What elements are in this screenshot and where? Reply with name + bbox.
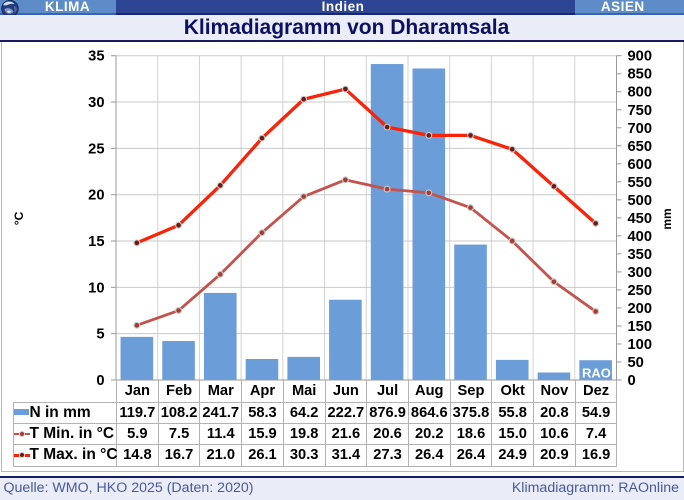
svg-text:300: 300 [628, 265, 653, 281]
svg-text:150: 150 [628, 319, 653, 335]
svg-text:200: 200 [628, 301, 653, 317]
svg-text:30: 30 [88, 95, 104, 111]
svg-text:600: 600 [628, 157, 653, 173]
svg-text:700: 700 [628, 121, 653, 137]
svg-text:100: 100 [628, 337, 653, 353]
svg-text:5: 5 [96, 327, 104, 343]
svg-text:°C: °C [12, 211, 26, 225]
svg-text:50: 50 [628, 355, 644, 371]
svg-text:250: 250 [628, 283, 653, 299]
svg-text:400: 400 [628, 229, 653, 245]
svg-text:450: 450 [628, 211, 653, 227]
svg-text:650: 650 [628, 139, 653, 155]
svg-text:35: 35 [88, 49, 104, 65]
svg-text:20: 20 [88, 188, 104, 204]
svg-text:RAO: RAO [582, 365, 611, 380]
svg-text:10: 10 [88, 280, 104, 296]
svg-text:850: 850 [628, 67, 653, 83]
svg-text:750: 750 [628, 103, 653, 119]
svg-text:550: 550 [628, 175, 653, 191]
svg-text:900: 900 [628, 49, 653, 65]
svg-text:800: 800 [628, 85, 653, 101]
svg-text:350: 350 [628, 247, 653, 263]
svg-text:mm: mm [660, 208, 674, 229]
svg-text:15: 15 [88, 234, 104, 250]
svg-text:25: 25 [88, 141, 104, 157]
svg-text:500: 500 [628, 193, 653, 209]
svg-text:0: 0 [628, 373, 636, 389]
